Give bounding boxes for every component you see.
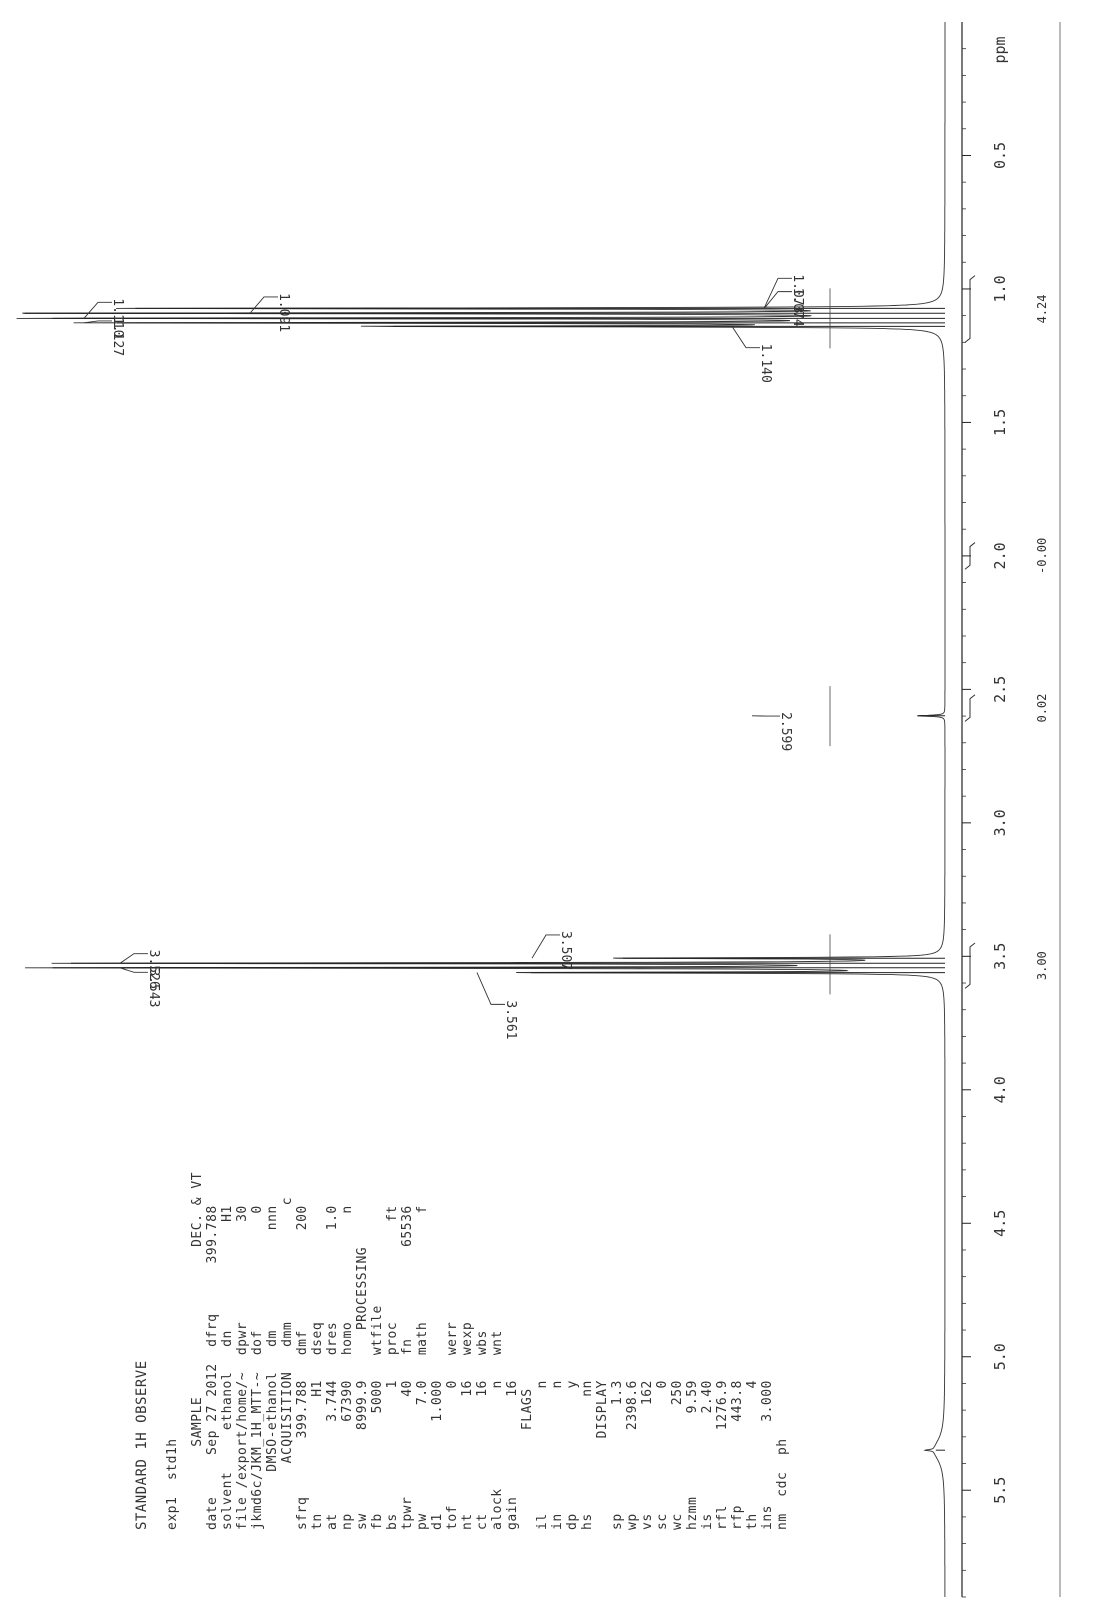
x-tick-label: 0.5 <box>991 142 1009 169</box>
x-tick-label: 2.5 <box>991 676 1009 703</box>
parameter-row: ins 3.000 <box>760 1380 775 1530</box>
parameter-row: alock n wnt <box>490 1330 505 1530</box>
integral-value: 0.02 <box>1035 694 1049 723</box>
x-tick-label: 4.5 <box>991 1210 1009 1237</box>
parameter-row: il n <box>535 1380 550 1530</box>
peak-label: 1.127 <box>110 317 125 356</box>
parameter-row: is 2.40 <box>700 1380 715 1530</box>
peak-label: 2.599 <box>778 712 793 751</box>
parameter-row: dp y <box>565 1380 580 1530</box>
peak-label-leader <box>731 326 760 349</box>
peak-label: 3.507 <box>558 931 573 970</box>
parameter-row: sw 8999.9 PROCESSING <box>355 1246 370 1530</box>
parameter-row: tof 0 werr <box>445 1321 460 1530</box>
parameter-row: file /export/home/~ dpwr 30 <box>235 1205 250 1530</box>
parameter-row: bs 1 proc ft <box>385 1205 400 1530</box>
peak-label-leader <box>119 967 148 973</box>
x-tick-label: 1.0 <box>991 275 1009 302</box>
parameter-row: DISPLAY <box>595 1380 610 1530</box>
x-tick-label: 4.0 <box>991 1076 1009 1103</box>
parameter-block: STANDARD 1H OBSERVE exp1 std1h SAMPLE DE… <box>134 830 790 1530</box>
parameter-row: sfrq 399.788 dmf 200 <box>295 1205 310 1530</box>
experiment-id: exp1 std1h <box>165 1438 180 1530</box>
parameter-row: rfp 443.8 <box>730 1380 745 1530</box>
experiment-title: STANDARD 1H OBSERVE <box>134 1360 150 1530</box>
peak-label: 1.091 <box>276 293 291 332</box>
parameter-row: nt 16 wexp <box>460 1321 475 1530</box>
parameter-row: hs nn <box>580 1380 595 1530</box>
parameter-row: sc 0 <box>655 1380 670 1530</box>
parameter-row: np 67390 homo n <box>340 1205 355 1530</box>
parameter-row: date Sep 27 2012 dfrq 399.788 <box>205 1205 220 1530</box>
peak-label-leader <box>763 291 792 309</box>
integral-value: 4.24 <box>1035 295 1049 324</box>
peak-label-leader <box>119 953 148 964</box>
parameter-row: d1 1.000 <box>430 1380 445 1530</box>
peak-label: 1.073 <box>790 274 805 313</box>
parameter-row: FLAGS <box>520 1388 535 1530</box>
parameter-row: rfl 1276.9 <box>715 1380 730 1530</box>
parameter-row: sp 1.3 <box>610 1380 625 1530</box>
peak-label: 1.074 <box>790 288 805 327</box>
integral-curve <box>964 942 976 989</box>
integral-value: -0.00 <box>1035 538 1049 574</box>
parameter-row: tn H1 dseq <box>310 1321 325 1530</box>
parameter-row: tpwr 40 fn 65536 <box>400 1205 415 1530</box>
x-axis-label: ppm <box>991 36 1009 63</box>
x-tick-label: 2.0 <box>991 542 1009 569</box>
x-tick-label: 1.5 <box>991 409 1009 436</box>
x-tick-label: 5.5 <box>991 1477 1009 1504</box>
parameter-row: th 4 <box>745 1380 760 1530</box>
parameter-row: gain 16 <box>505 1380 520 1530</box>
x-tick-label: 3.5 <box>991 943 1009 970</box>
integral-value: 3.00 <box>1035 951 1049 980</box>
x-tick-label: 3.0 <box>991 809 1009 836</box>
parameter-row: jkmd6c/JKM_1H_MTT-~ dof 0 <box>250 1205 265 1530</box>
parameter-row: fb 5000 wtfile <box>370 1305 385 1530</box>
peak-label-leader <box>83 301 112 319</box>
peak-label: 3.526 <box>146 950 161 989</box>
integral-curve <box>964 542 976 570</box>
peak-label-leader <box>83 320 112 324</box>
peak-label: 1.110 <box>110 298 125 337</box>
parameter-row: at 3.744 dres 1.0 <box>325 1205 340 1530</box>
peak-label-leader <box>476 972 505 1005</box>
integral-curve <box>964 275 976 343</box>
parameter-row: solvent ethanol dn H1 <box>220 1205 235 1530</box>
peak-label-leader <box>249 296 278 314</box>
peak-label-leader <box>531 934 560 959</box>
parameter-row: DMSO-ethanol dm nnn <box>265 1205 280 1530</box>
parameter-row: ACQUISITION dmm c <box>280 1196 295 1530</box>
parameter-row: ct 16 wbs <box>475 1330 490 1530</box>
parameter-row: nm cdc ph <box>775 1438 790 1530</box>
parameter-row: wc 250 <box>670 1380 685 1530</box>
parameter-row: hzmm 9.59 <box>685 1380 700 1530</box>
peak-label: 1.140 <box>758 344 773 383</box>
peak-label: 3.561 <box>503 1000 518 1039</box>
parameter-row: vs 162 <box>640 1380 655 1530</box>
spectrum-trace <box>16 22 946 1597</box>
integral-curve <box>964 694 976 722</box>
peak-label-leader <box>763 277 792 309</box>
parameter-row: pw 7.0 math f <box>415 1205 430 1530</box>
peak-label: 3.543 <box>146 968 161 1007</box>
x-tick-label: 5.0 <box>991 1343 1009 1370</box>
parameter-row: SAMPLE DEC. & VT <box>190 1171 205 1530</box>
parameter-row: wp 2398.6 <box>625 1380 640 1530</box>
parameter-row: in n <box>550 1380 565 1530</box>
